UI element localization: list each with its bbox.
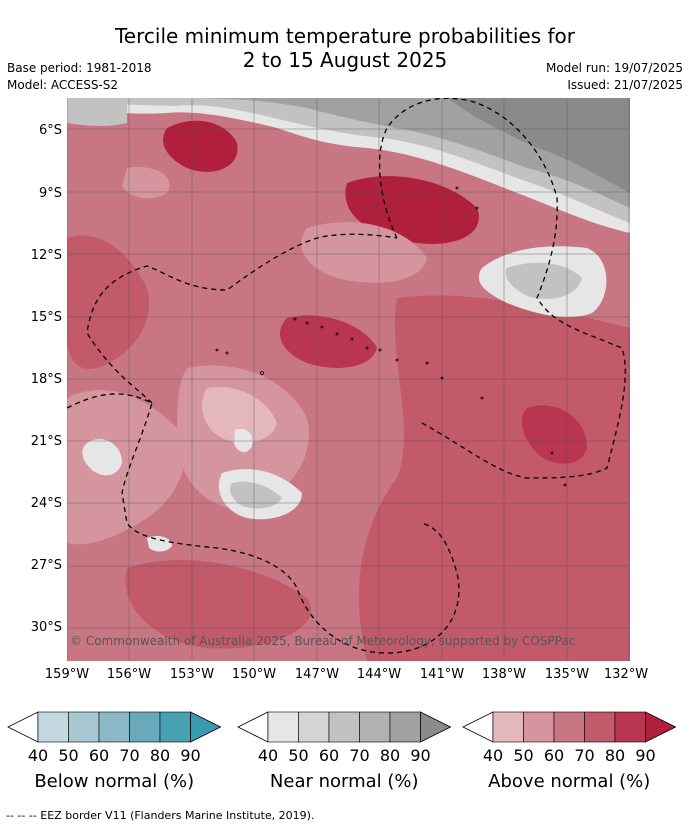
legend-tick-label: 90 <box>410 746 431 765</box>
legend-title: Above normal (%) <box>488 771 651 792</box>
copyright-notice: © Commonwealth of Australia 2025, Bureau… <box>70 634 576 648</box>
legend-tick-label: 40 <box>482 746 504 765</box>
eez-border-east <box>378 98 626 479</box>
latitude-label: 9°S <box>38 186 62 201</box>
legend-tick-label: 70 <box>119 746 140 765</box>
legend-colorbar <box>462 711 676 743</box>
model-run-date: Model run: 19/07/2025 <box>545 61 683 75</box>
legend-min-arrow <box>7 711 39 743</box>
above-normal-region-east <box>358 295 630 661</box>
near-normal-region-centre-2 <box>230 481 282 509</box>
legend-swatch <box>98 711 130 743</box>
above-normal-light-west <box>67 389 186 545</box>
above-normal-patch-5 <box>125 559 311 649</box>
latitude-label: 18°S <box>30 372 62 387</box>
legend-swatch <box>492 711 524 743</box>
above-normal-region-west <box>67 235 149 369</box>
legend-max-arrow <box>645 711 676 743</box>
eez-border-west <box>86 233 398 404</box>
legend-swatch <box>614 711 646 743</box>
longitude-label: 141°W <box>419 667 465 682</box>
graticule <box>67 98 630 661</box>
longitude-label: 150°W <box>231 667 277 682</box>
legend-swatch <box>159 711 191 743</box>
legend-swatch <box>389 711 421 743</box>
legend-swatch <box>584 711 616 743</box>
base-period: Base period: 1981-2018 <box>7 61 152 75</box>
model-name: Model: ACCESS-S2 <box>7 78 119 92</box>
map-svg <box>67 98 630 661</box>
legend-tick-label: 90 <box>180 746 201 765</box>
legend-tick-label: 80 <box>604 746 626 765</box>
legend-tick-label: 50 <box>288 746 309 765</box>
latitude-label: 21°S <box>30 434 62 449</box>
legend-swatch <box>68 711 100 743</box>
legend-colorbar <box>237 711 451 743</box>
legend-swatch <box>553 711 585 743</box>
legend-tick-label: 60 <box>318 746 340 765</box>
eez-footnote: -- -- -- EEZ border V11 (Flanders Marine… <box>6 809 315 822</box>
longitude-label: 135°W <box>544 667 590 682</box>
legend-tick-label: 50 <box>58 746 79 765</box>
near-normal-region-small <box>147 535 172 552</box>
legend-title: Below normal (%) <box>34 771 195 792</box>
above-normal-patch-3 <box>521 405 587 464</box>
map-title-line1: Tercile minimum temperature probabilitie… <box>114 24 576 48</box>
near-normal-region-west <box>82 439 122 476</box>
issued-date: Issued: 21/07/2025 <box>567 78 683 92</box>
latitude-label: 24°S <box>30 496 62 511</box>
eez-borders <box>67 98 626 654</box>
legend-swatch <box>267 711 299 743</box>
eez-border-south <box>67 393 460 654</box>
legend-tick-label: 40 <box>257 746 279 765</box>
above-normal-light-nw <box>122 167 170 199</box>
legend-swatch <box>359 711 391 743</box>
legend-swatch <box>298 711 330 743</box>
above-normal-lighter-centre <box>202 387 277 443</box>
legend-tick-label: 60 <box>543 746 565 765</box>
legend-swatch <box>523 711 555 743</box>
legend-tick-label: 80 <box>149 746 171 765</box>
legend-tick-label: 90 <box>635 746 656 765</box>
near-normal-region-small-2 <box>234 428 253 453</box>
legend-tick-label: 50 <box>513 746 534 765</box>
legend-max-arrow <box>190 711 221 743</box>
legend-title: Near normal (%) <box>269 771 419 792</box>
latitude-label: 15°S <box>30 310 62 325</box>
legend-min-arrow <box>462 711 494 743</box>
probability-map: © Commonwealth of Australia 2025, Bureau… <box>67 98 630 661</box>
latitude-label: 30°S <box>30 620 62 635</box>
legend-tick-label: 60 <box>88 746 110 765</box>
longitude-label: 138°W <box>481 667 527 682</box>
legend-swatch <box>328 711 360 743</box>
longitude-label: 153°W <box>169 667 215 682</box>
legend-swatch <box>129 711 161 743</box>
legend-min-arrow <box>237 711 269 743</box>
legend-tick-label: 70 <box>574 746 595 765</box>
legend-colorbar <box>7 711 221 743</box>
legend-swatch <box>37 711 69 743</box>
near-normal-region-north-4 <box>447 98 630 193</box>
legend-tick-label: 70 <box>349 746 370 765</box>
latitude-label: 12°S <box>30 248 62 263</box>
map-title-line2: 2 to 15 August 2025 <box>242 48 448 72</box>
longitude-label: 144°W <box>356 667 402 682</box>
legend-tick-label: 40 <box>27 746 49 765</box>
above-normal-patch-4 <box>279 315 377 368</box>
longitude-label: 132°W <box>603 667 649 682</box>
longitude-label: 156°W <box>106 667 152 682</box>
longitude-label: 147°W <box>294 667 340 682</box>
legend-tick-label: 80 <box>379 746 401 765</box>
islands <box>215 186 567 487</box>
latitude-label: 27°S <box>30 558 62 573</box>
near-normal-region-nw <box>67 98 127 127</box>
longitude-label: 159°W <box>44 667 90 682</box>
latitude-label: 6°S <box>38 123 62 138</box>
legend-max-arrow <box>420 711 451 743</box>
above-normal-patch <box>163 120 238 172</box>
